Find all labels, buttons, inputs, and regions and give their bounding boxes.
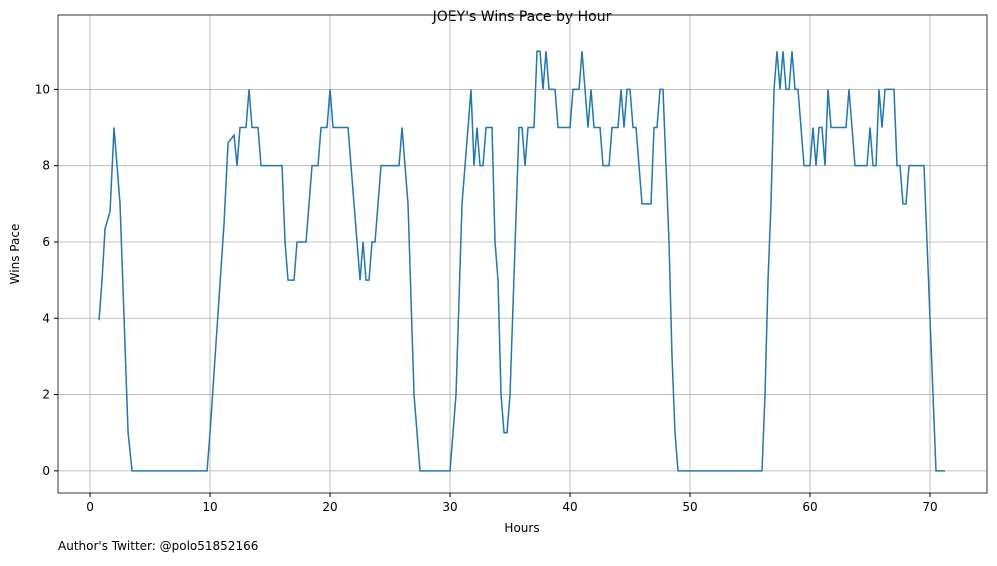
plot-frame [57, 14, 988, 494]
x-tick-label: 40 [562, 500, 577, 514]
x-tick-label: 30 [442, 500, 457, 514]
y-tick-label: 0 [42, 464, 50, 478]
y-tick-label: 6 [42, 235, 50, 249]
y-tick-label: 4 [42, 311, 50, 325]
y-tick-label: 10 [35, 82, 50, 96]
x-tick-label: 60 [802, 500, 817, 514]
x-axis-label: Hours [504, 521, 539, 535]
x-tick-label: 50 [682, 500, 697, 514]
data-line [98, 50, 946, 472]
x-tick-label: 0 [86, 500, 94, 514]
y-tick-label: 2 [42, 388, 50, 402]
x-tick-label: 70 [922, 500, 937, 514]
y-axis-label: Wins Pace [8, 224, 22, 285]
chart-title: JOEY's Wins Pace by Hour [432, 9, 612, 25]
x-tick-label: 10 [202, 500, 217, 514]
y-tick-label: 8 [42, 159, 50, 173]
footnote: Author's Twitter: @polo51852166 [58, 539, 258, 553]
x-tick-label: 20 [322, 500, 337, 514]
